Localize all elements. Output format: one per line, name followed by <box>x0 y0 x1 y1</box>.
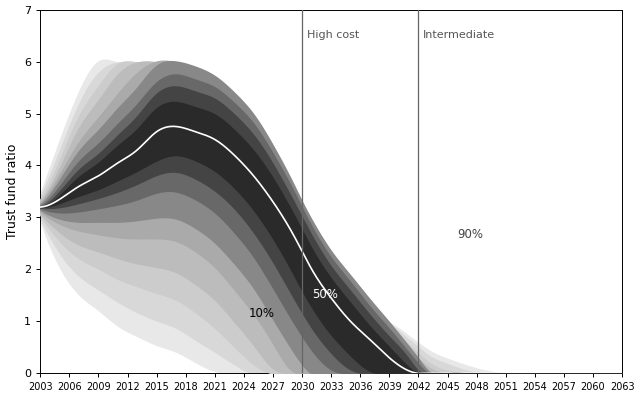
Y-axis label: Trust fund ratio: Trust fund ratio <box>6 144 19 239</box>
Text: Intermediate: Intermediate <box>423 30 495 40</box>
Text: High cost: High cost <box>307 30 359 40</box>
Text: 10%: 10% <box>249 307 275 320</box>
Text: 90%: 90% <box>457 228 483 241</box>
Text: 50%: 50% <box>312 288 338 301</box>
